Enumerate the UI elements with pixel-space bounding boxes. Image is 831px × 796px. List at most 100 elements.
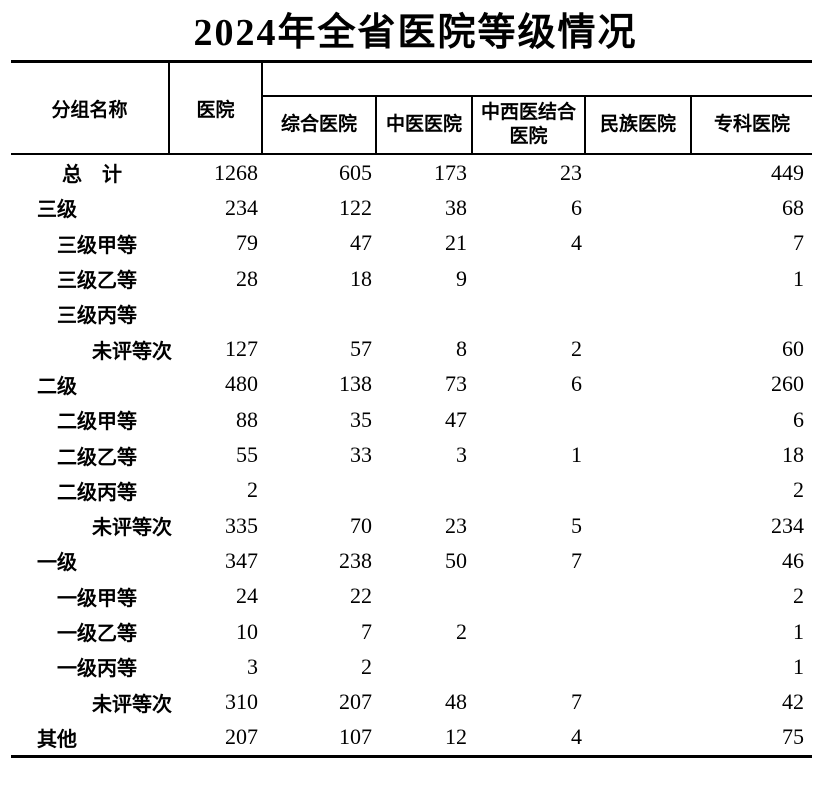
value-cell: 7 xyxy=(571,547,582,573)
value-cell: 28 xyxy=(236,265,258,291)
value-cell: 7 xyxy=(793,230,804,256)
value-cell: 2 xyxy=(247,477,258,503)
row-label: 其他 xyxy=(37,728,77,751)
value-cell: 2 xyxy=(793,477,804,503)
table-row: 未评等次 310 207 48 7 42 xyxy=(11,684,812,719)
value-cell: 480 xyxy=(225,371,258,397)
value-cell: 127 xyxy=(225,336,258,362)
value-cell: 47 xyxy=(350,230,372,256)
table-row: 二级乙等 55 33 3 1 18 xyxy=(11,437,812,472)
table-row: 总 计 1268 605 173 23 449 xyxy=(11,155,812,190)
value-cell: 50 xyxy=(445,547,467,573)
value-cell: 18 xyxy=(350,265,372,291)
value-cell: 605 xyxy=(339,159,372,185)
header-subrow: 综合医院 中医医院 中西医结合医院 民族医院 专科医院 xyxy=(263,95,812,153)
header-integrated-hospital: 中西医结合医院 xyxy=(473,97,586,153)
table-row: 三级甲等 79 47 21 4 7 xyxy=(11,226,812,261)
value-cell: 173 xyxy=(434,159,467,185)
value-cell: 6 xyxy=(571,194,582,220)
value-cell: 23 xyxy=(560,159,582,185)
row-label: 未评等次 xyxy=(92,340,172,363)
value-cell: 5 xyxy=(571,512,582,538)
value-cell: 2 xyxy=(361,653,372,679)
row-label: 二级 xyxy=(37,375,77,398)
table-row: 二级丙等 2 2 xyxy=(11,473,812,508)
value-cell: 1 xyxy=(793,653,804,679)
header-spacer xyxy=(263,63,812,95)
value-cell: 6 xyxy=(793,406,804,432)
header-specialized-hospital: 专科医院 xyxy=(713,114,790,136)
table-row: 未评等次 127 57 8 2 60 xyxy=(11,331,812,366)
row-label: 一级乙等 xyxy=(57,623,137,645)
value-cell: 42 xyxy=(782,689,804,715)
value-cell: 1 xyxy=(793,618,804,644)
value-cell: 21 xyxy=(445,230,467,256)
value-cell: 23 xyxy=(445,512,467,538)
value-cell: 1268 xyxy=(214,159,258,185)
value-cell: 2 xyxy=(793,583,804,609)
value-cell: 75 xyxy=(782,724,804,750)
row-label: 二级乙等 xyxy=(57,446,137,469)
value-cell: 48 xyxy=(445,689,467,715)
page-title: 2024年全省医院等级情况 xyxy=(193,12,638,54)
table-row: 三级 234 122 38 6 68 xyxy=(11,190,812,225)
value-cell: 335 xyxy=(225,512,258,538)
value-cell: 238 xyxy=(339,547,372,573)
table-row: 一级甲等 24 22 2 xyxy=(11,579,812,614)
value-cell: 57 xyxy=(350,336,372,362)
header-group-name: 分组名称 xyxy=(11,63,170,153)
row-label: 三级丙等 xyxy=(57,305,137,328)
row-label: 总 计 xyxy=(62,164,122,187)
row-label: 一级 xyxy=(37,552,77,575)
value-cell: 60 xyxy=(782,336,804,362)
table-row: 其他 207 107 12 4 75 xyxy=(11,720,812,755)
value-cell: 79 xyxy=(236,230,258,256)
header-hospital: 医院 xyxy=(170,63,263,153)
value-cell: 1 xyxy=(793,265,804,291)
value-cell: 88 xyxy=(236,406,258,432)
table-row: 一级 347 238 50 7 46 xyxy=(11,543,812,578)
row-label: 二级丙等 xyxy=(57,481,137,504)
value-cell: 4 xyxy=(571,230,582,256)
value-cell: 207 xyxy=(225,724,258,750)
table-row: 一级乙等 10 7 2 1 xyxy=(11,614,812,649)
value-cell: 68 xyxy=(782,194,804,220)
table-header: 分组名称 医院 综合医院 中医医院 中西医结合医院 民族医院 专科医院 xyxy=(11,60,812,155)
value-cell: 4 xyxy=(571,724,582,750)
value-cell: 347 xyxy=(225,547,258,573)
header-subcolumns: 综合医院 中医医院 中西医结合医院 民族医院 专科医院 xyxy=(263,63,812,153)
value-cell: 10 xyxy=(236,618,258,644)
value-cell: 449 xyxy=(771,159,804,185)
value-cell: 2 xyxy=(456,618,467,644)
value-cell: 55 xyxy=(236,442,258,468)
table-row: 二级 480 138 73 6 260 xyxy=(11,367,812,402)
value-cell: 33 xyxy=(350,442,372,468)
value-cell: 70 xyxy=(350,512,372,538)
value-cell: 38 xyxy=(445,194,467,220)
table-row: 三级乙等 28 18 9 1 xyxy=(11,261,812,296)
value-cell: 1 xyxy=(571,442,582,468)
value-cell: 8 xyxy=(456,336,467,362)
value-cell: 7 xyxy=(361,618,372,644)
header-tcm-hospital: 中医医院 xyxy=(377,97,473,153)
value-cell: 3 xyxy=(456,442,467,468)
value-cell: 234 xyxy=(771,512,804,538)
row-label: 三级 xyxy=(37,199,77,222)
value-cell: 12 xyxy=(445,724,467,750)
value-cell: 310 xyxy=(225,689,258,715)
hospital-grade-table: 分组名称 医院 综合医院 中医医院 中西医结合医院 民族医院 专科医院 总 计 1… xyxy=(11,60,812,759)
table-row: 三级丙等 xyxy=(11,296,812,331)
value-cell: 24 xyxy=(236,583,258,609)
value-cell: 9 xyxy=(456,265,467,291)
value-cell: 3 xyxy=(247,653,258,679)
value-cell: 260 xyxy=(771,371,804,397)
table-row: 一级丙等 3 2 1 xyxy=(11,649,812,684)
row-label: 未评等次 xyxy=(92,517,172,540)
value-cell: 47 xyxy=(445,406,467,432)
row-label: 三级甲等 xyxy=(57,234,137,257)
row-label: 未评等次 xyxy=(92,693,172,716)
value-cell: 2 xyxy=(571,336,582,362)
row-label: 一级丙等 xyxy=(57,658,137,681)
value-cell: 138 xyxy=(339,371,372,397)
